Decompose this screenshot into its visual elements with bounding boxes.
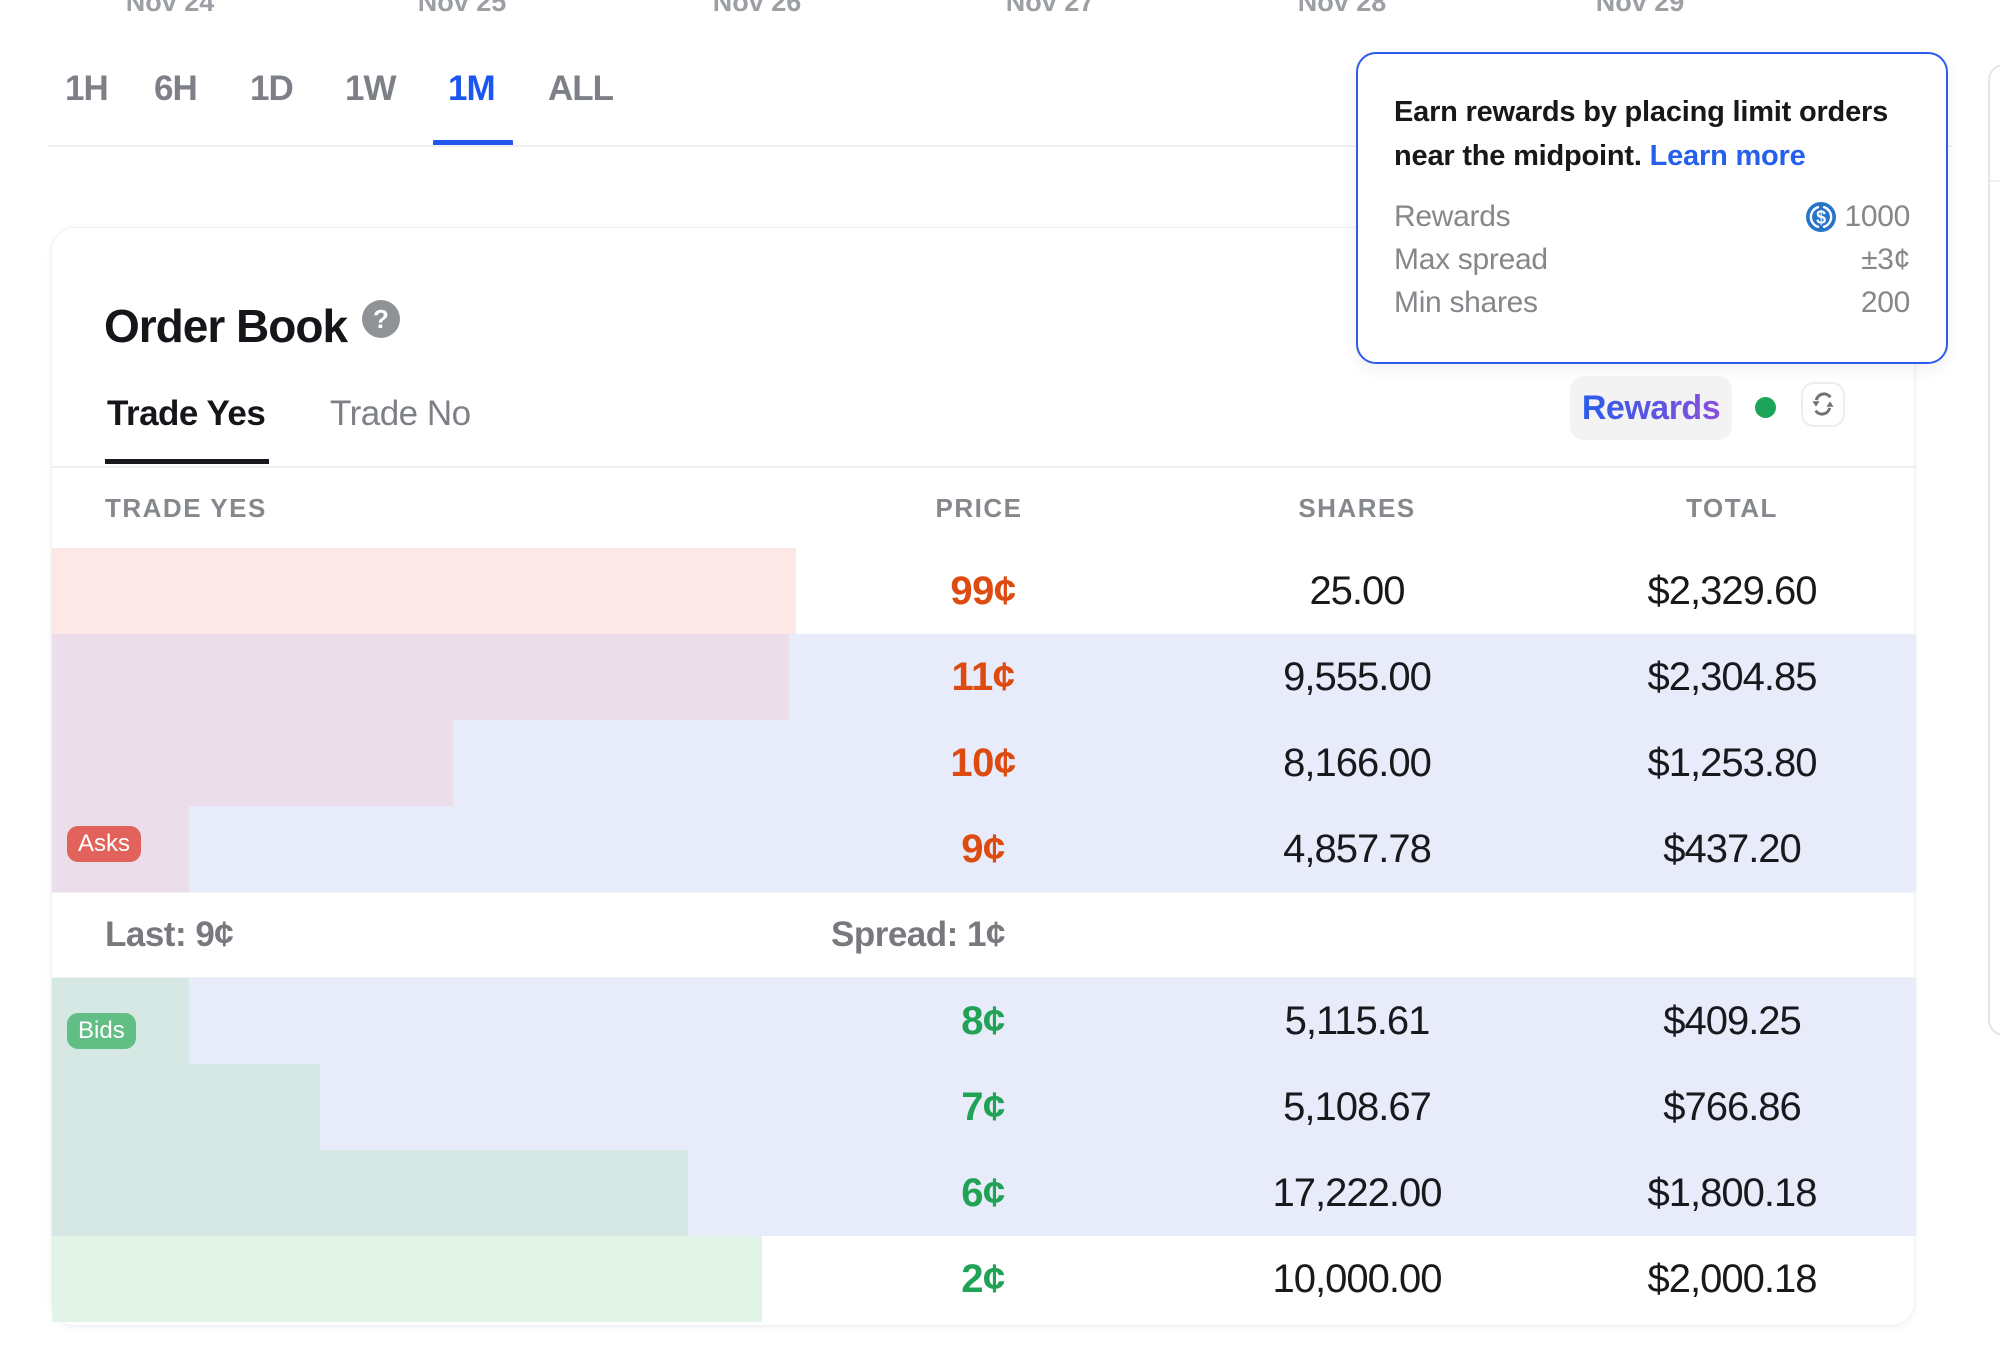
svg-text:?: ? — [373, 304, 389, 334]
svg-text:$: $ — [1817, 208, 1827, 228]
